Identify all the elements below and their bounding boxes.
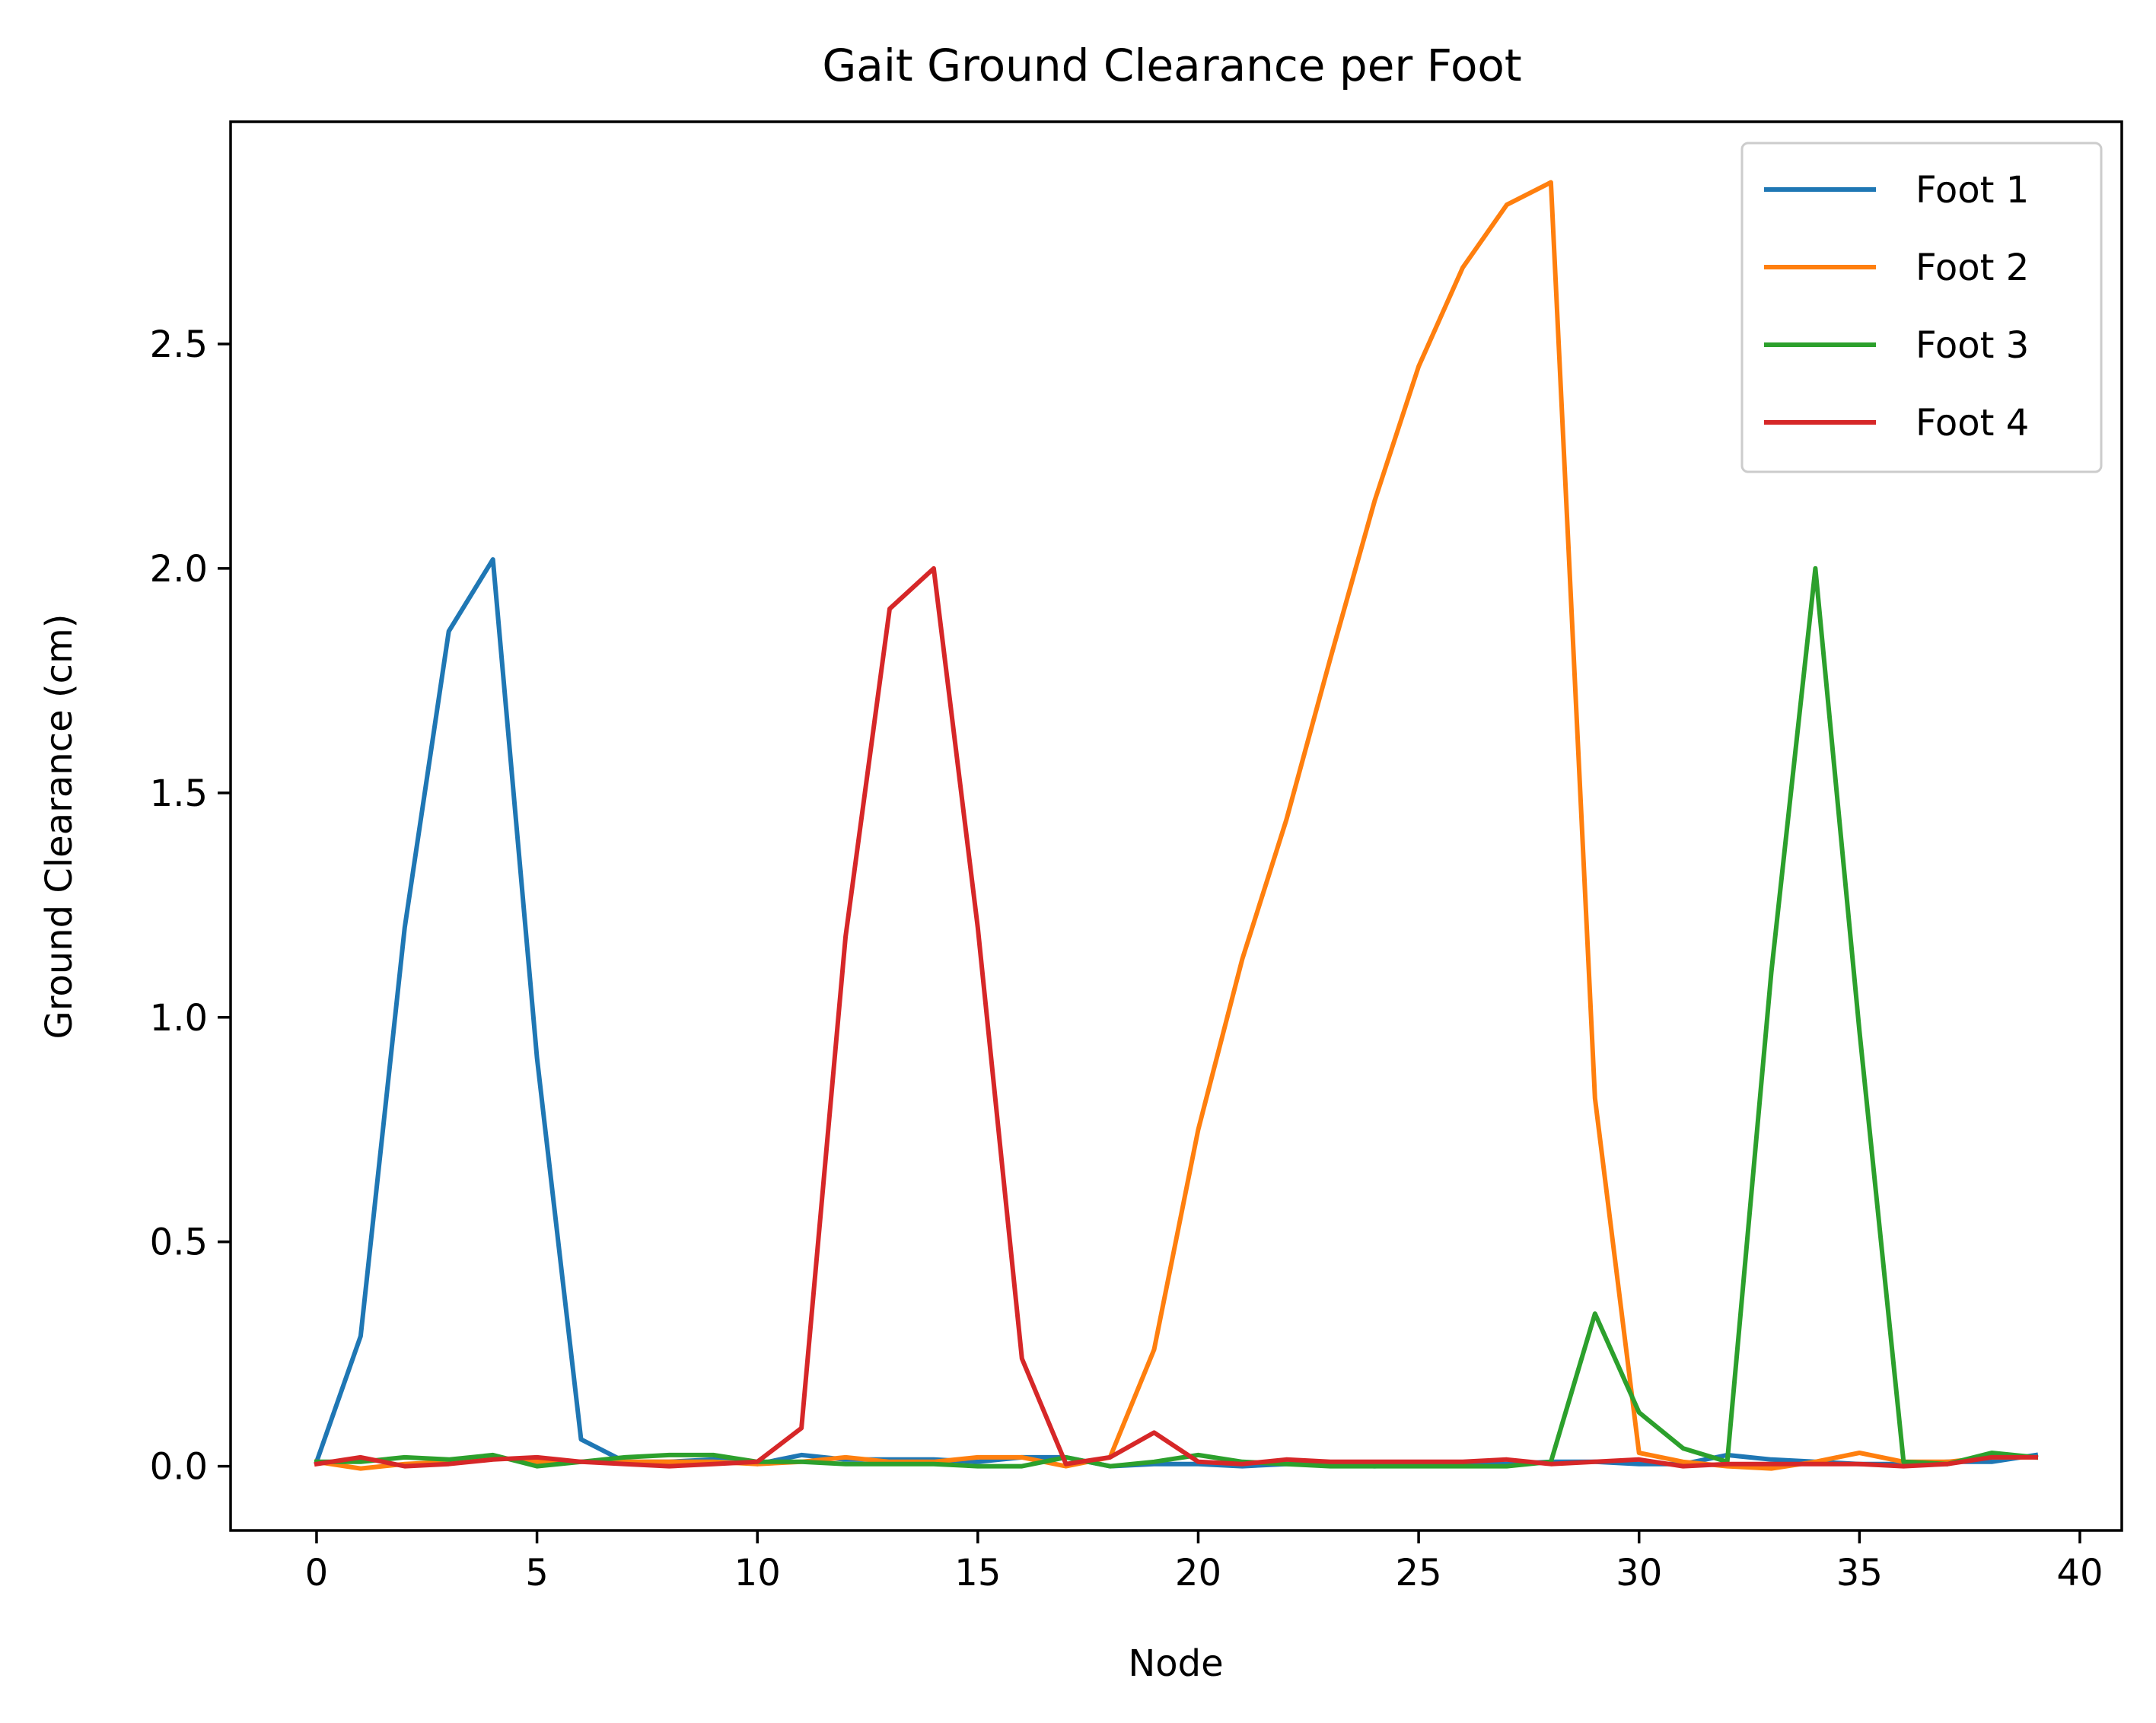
y-tick-label: 2.5	[150, 323, 208, 366]
x-tick-label: 35	[1836, 1552, 1883, 1594]
x-tick-label: 10	[734, 1552, 781, 1594]
y-tick-label: 1.5	[150, 772, 208, 815]
x-tick-label: 30	[1616, 1552, 1662, 1594]
y-tick-label: 0.0	[150, 1446, 208, 1489]
legend-label-foot-1: Foot 1	[1916, 169, 2029, 212]
series-line-foot-1	[314, 557, 2039, 1469]
legend-label-foot-3: Foot 3	[1916, 324, 2029, 367]
x-tick-label: 0	[305, 1552, 329, 1594]
x-axis-label: Node	[1128, 1642, 1223, 1685]
legend-label-foot-2: Foot 2	[1916, 247, 2029, 289]
x-tick-label: 15	[954, 1552, 1001, 1594]
y-axis-label: Ground Clearance (cm)	[38, 614, 81, 1040]
x-tick-label: 5	[525, 1552, 549, 1594]
y-axis-ticks: 0.0 0.5 1.0 1.5 2.0 2.5	[150, 323, 231, 1489]
y-tick-label: 2.0	[150, 548, 208, 591]
y-tick-label: 1.0	[150, 997, 208, 1040]
plot-frame	[229, 120, 2123, 1532]
series-lines	[314, 180, 2039, 1471]
legend: Foot 1 Foot 2 Foot 3 Foot 4	[1740, 142, 2103, 473]
series-line-foot-3	[314, 565, 2039, 1469]
chart-title: Gait Ground Clearance per Foot	[822, 40, 1521, 91]
series-line-foot-4	[314, 565, 2038, 1469]
legend-label-foot-4: Foot 4	[1916, 402, 2029, 444]
x-tick-label: 40	[2056, 1552, 2103, 1594]
y-tick-label: 0.5	[150, 1221, 208, 1264]
x-tick-label: 25	[1396, 1552, 1442, 1594]
x-tick-label: 20	[1175, 1552, 1221, 1594]
legend-frame	[1740, 142, 2103, 473]
x-axis-ticks: 0 5 10 15 20 25 30 35 40	[305, 1530, 2103, 1594]
